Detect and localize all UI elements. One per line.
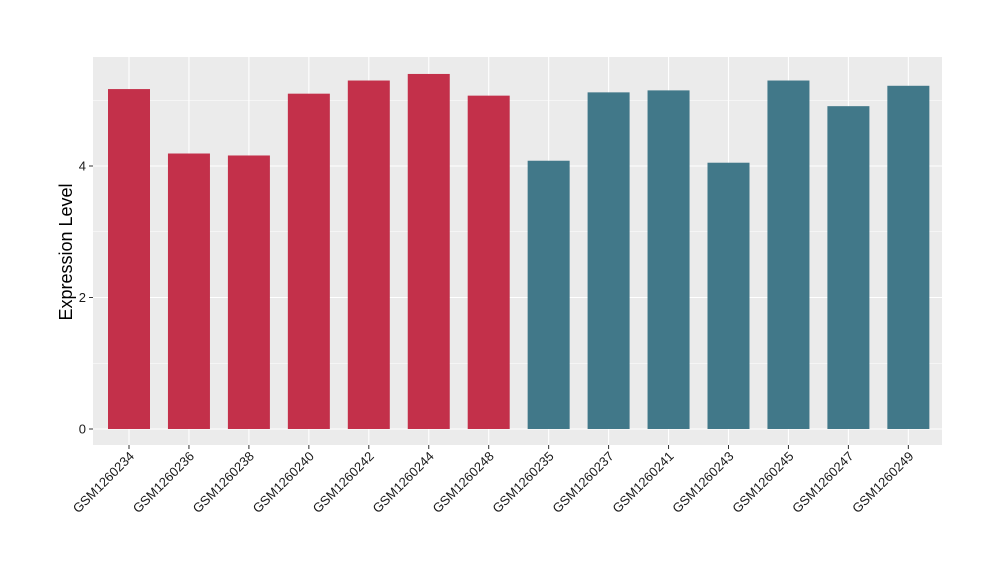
x-tick-label: GSM1260249 (849, 449, 916, 516)
bar-GSM1260237 (587, 92, 630, 430)
y-tick-label: 0 (79, 422, 86, 437)
bar-GSM1260234 (108, 89, 150, 429)
bar-GSM1260235 (527, 160, 570, 430)
bar-GSM1260240 (287, 93, 330, 430)
x-tick-label: GSM1260238 (190, 449, 257, 516)
x-tick-label: GSM1260248 (429, 449, 496, 516)
x-tick-label: GSM1260247 (789, 449, 856, 516)
bar-GSM1260241 (647, 90, 690, 429)
y-axis: 0 2 4 (79, 159, 93, 437)
bar-GSM1260248 (467, 95, 510, 430)
bar-GSM1260247 (827, 106, 870, 429)
x-tick-label: GSM1260234 (70, 449, 137, 516)
bar-GSM1260243 (707, 162, 750, 429)
x-tick-label: GSM1260237 (549, 449, 616, 516)
x-tick-label: GSM1260244 (370, 449, 437, 516)
y-axis-title: Expression Level (56, 183, 76, 320)
plot-panel (93, 57, 942, 445)
y-tick-label: 2 (79, 290, 86, 305)
bar-GSM1260238 (227, 155, 270, 430)
x-tick-label: GSM1260242 (310, 449, 377, 516)
bars (108, 73, 930, 430)
bar-GSM1260236 (167, 153, 210, 429)
x-tick-label: GSM1260245 (729, 449, 796, 516)
x-tick-label: GSM1260241 (609, 449, 676, 516)
x-tick-label: GSM1260243 (669, 449, 736, 516)
x-tick-label: GSM1260236 (130, 449, 197, 516)
x-tick-label: GSM1260240 (250, 449, 317, 516)
bar-GSM1260245 (767, 80, 810, 430)
bar-GSM1260244 (407, 73, 450, 429)
x-tick-label: GSM1260235 (489, 449, 556, 516)
x-axis: GSM1260234GSM1260236GSM1260238GSM1260240… (70, 445, 916, 516)
bar-GSM1260249 (887, 85, 930, 429)
bar-GSM1260242 (347, 80, 390, 430)
y-tick-label: 4 (79, 159, 86, 174)
